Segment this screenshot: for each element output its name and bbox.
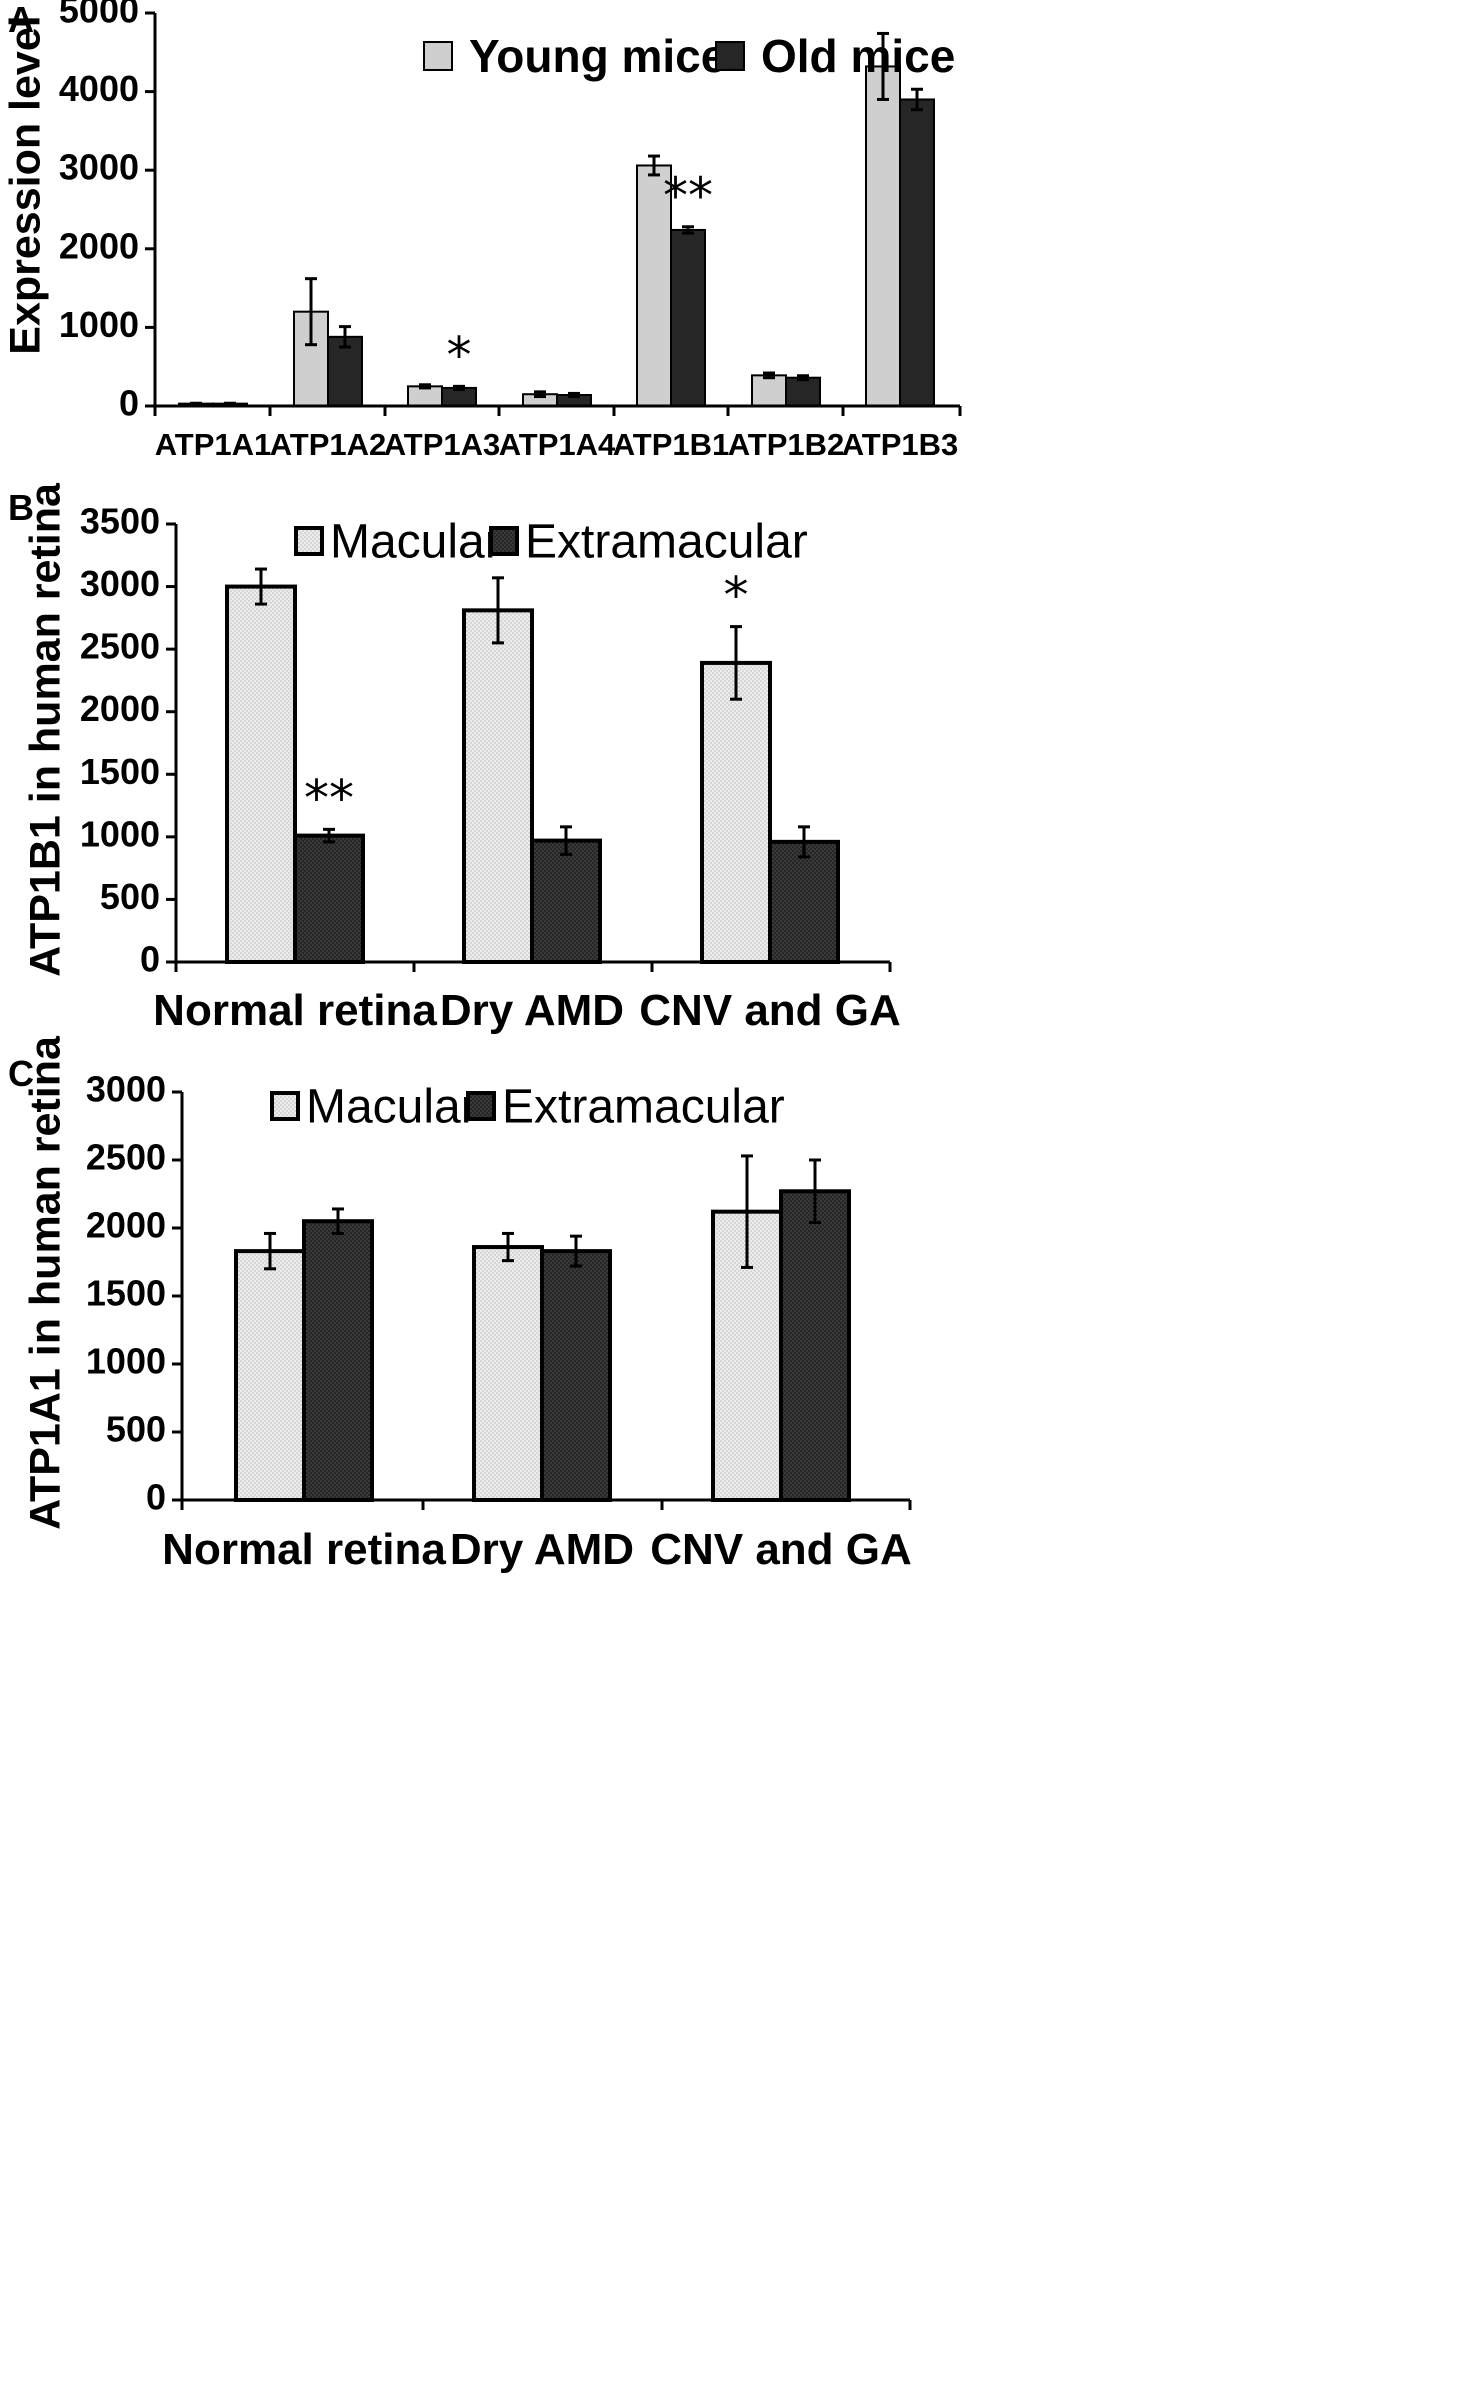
legend-swatch-old-mice	[715, 41, 745, 71]
y-tick-label: 0	[140, 939, 160, 980]
y-tick-label: 0	[119, 383, 139, 424]
bar-young-mice	[865, 65, 901, 407]
y-tick-label: 500	[106, 1409, 166, 1450]
bar-macular	[700, 660, 772, 964]
y-axis-label: ATP1B1 in human retina	[21, 482, 69, 977]
legend-label: Young mice	[469, 30, 726, 82]
legend-swatch-macular	[294, 526, 324, 556]
x-tick-label: ATP1B2	[728, 427, 845, 462]
y-tick-label: 4000	[59, 68, 139, 109]
x-tick-label: Dry AMD	[450, 1525, 634, 1574]
legend-label: Old mice	[761, 30, 955, 82]
bar-macular	[234, 1249, 306, 1502]
significance-marker: *	[724, 567, 749, 625]
x-tick-label: ATP1A3	[384, 427, 501, 462]
bar-extramacular	[530, 838, 602, 965]
significance-marker: **	[663, 167, 713, 225]
y-tick-label: 500	[100, 876, 160, 917]
y-tick-label: 3000	[80, 563, 160, 604]
legend-label: Macular	[330, 516, 501, 569]
y-tick-label: 5000	[59, 0, 139, 31]
bar-extramacular	[293, 833, 365, 964]
panel-letter: C	[8, 1053, 34, 1094]
significance-marker: *	[447, 326, 472, 384]
bar-macular	[225, 584, 297, 964]
legend-swatch-young-mice	[423, 41, 453, 71]
x-tick-label: ATP1A1	[155, 427, 272, 462]
y-tick-label: 1000	[59, 304, 139, 345]
x-tick-label: ATP1B3	[842, 427, 959, 462]
bar-extramacular	[768, 839, 840, 964]
x-tick-label: CNV and GA	[639, 986, 901, 1035]
bar-extramacular	[302, 1219, 374, 1502]
bar-young-mice	[751, 374, 787, 408]
bar-old-mice	[785, 376, 821, 408]
bar-old-mice	[899, 98, 935, 408]
bar-macular	[472, 1245, 544, 1503]
x-tick-label: Dry AMD	[440, 986, 624, 1035]
legend-swatch-macular	[270, 1091, 300, 1121]
y-tick-label: 3500	[80, 501, 160, 542]
y-tick-label: 0	[146, 1477, 166, 1518]
bar-young-mice	[636, 164, 672, 407]
y-axis-label: Expression level	[1, 15, 49, 354]
y-tick-label: 2000	[86, 1205, 166, 1246]
y-tick-label: 3000	[86, 1069, 166, 1110]
y-tick-label: 1500	[80, 751, 160, 792]
y-tick-label: 3000	[59, 147, 139, 188]
y-tick-label: 2500	[80, 626, 160, 667]
y-tick-label: 1000	[80, 813, 160, 854]
panel-letter: A	[8, 0, 34, 40]
legend-label: Extramacular	[525, 516, 808, 569]
bar-extramacular	[540, 1249, 612, 1502]
legend-swatch-extramacular	[466, 1091, 496, 1121]
y-axis-label: ATP1A1 in human retina	[21, 1035, 69, 1530]
legend-label: Extramacular	[502, 1081, 785, 1134]
x-tick-label: Normal retina	[162, 1525, 446, 1574]
x-tick-label: Normal retina	[153, 986, 437, 1035]
bar-macular	[462, 608, 534, 964]
legend-label: Macular	[306, 1081, 477, 1134]
x-tick-label: ATP1B1	[613, 427, 730, 462]
y-tick-label: 1500	[86, 1273, 166, 1314]
y-tick-label: 2000	[59, 225, 139, 266]
bar-old-mice	[670, 228, 706, 407]
significance-marker: **	[304, 769, 354, 827]
x-tick-label: CNV and GA	[650, 1525, 912, 1574]
legend-swatch-extramacular	[489, 526, 519, 556]
panel-letter: B	[8, 487, 34, 528]
y-tick-label: 1000	[86, 1341, 166, 1382]
x-tick-label: ATP1A2	[270, 427, 387, 462]
y-tick-label: 2500	[86, 1137, 166, 1178]
bar-extramacular	[779, 1189, 851, 1503]
x-tick-label: ATP1A4	[499, 427, 616, 462]
y-tick-label: 2000	[80, 688, 160, 729]
